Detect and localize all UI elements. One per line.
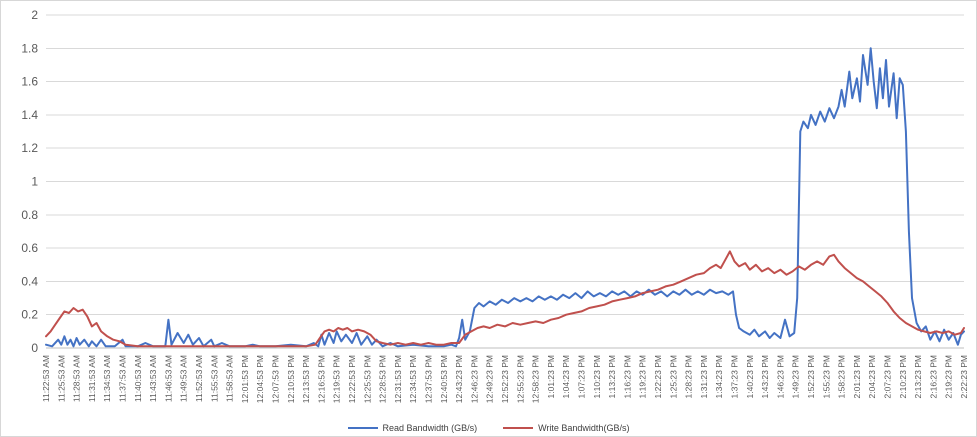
svg-text:0.8: 0.8 — [21, 208, 38, 222]
svg-text:2:07:23 PM: 2:07:23 PM — [883, 355, 893, 398]
svg-text:1:37:23 PM: 1:37:23 PM — [730, 355, 740, 398]
svg-text:12:25:53 PM: 12:25:53 PM — [362, 355, 372, 403]
svg-text:11:34:53 AM: 11:34:53 AM — [102, 355, 112, 402]
svg-text:12:34:53 PM: 12:34:53 PM — [408, 355, 418, 403]
svg-text:2: 2 — [31, 8, 38, 22]
svg-text:0.6: 0.6 — [21, 241, 38, 255]
svg-text:1.4: 1.4 — [21, 108, 38, 122]
svg-text:11:25:53 AM: 11:25:53 AM — [56, 355, 66, 402]
svg-text:12:07:53 PM: 12:07:53 PM — [271, 355, 281, 403]
svg-text:12:22:53 PM: 12:22:53 PM — [347, 355, 357, 403]
svg-text:1:58:23 PM: 1:58:23 PM — [837, 355, 847, 398]
svg-text:1:13:23 PM: 1:13:23 PM — [607, 355, 617, 398]
svg-text:12:10:53 PM: 12:10:53 PM — [286, 355, 296, 403]
svg-text:1:10:23 PM: 1:10:23 PM — [592, 355, 602, 398]
svg-text:1:19:23 PM: 1:19:23 PM — [638, 355, 648, 398]
svg-text:1:52:23 PM: 1:52:23 PM — [806, 355, 816, 398]
legend-label-write: Write Bandwidth(GB/s) — [538, 423, 630, 433]
svg-text:12:19:53 PM: 12:19:53 PM — [332, 355, 342, 403]
svg-text:2:01:23 PM: 2:01:23 PM — [852, 355, 862, 398]
svg-text:11:52:53 AM: 11:52:53 AM — [194, 355, 204, 402]
svg-text:1:01:23 PM: 1:01:23 PM — [546, 355, 556, 398]
svg-text:12:46:23 PM: 12:46:23 PM — [469, 355, 479, 403]
svg-text:12:43:23 PM: 12:43:23 PM — [454, 355, 464, 403]
svg-text:1.2: 1.2 — [21, 141, 38, 155]
svg-text:11:40:53 AM: 11:40:53 AM — [133, 355, 143, 402]
svg-text:1:55:23 PM: 1:55:23 PM — [821, 355, 831, 398]
svg-text:1:07:23 PM: 1:07:23 PM — [577, 355, 587, 398]
svg-text:0.4: 0.4 — [21, 274, 38, 288]
read-series-line — [45, 47, 965, 348]
svg-text:11:37:53 AM: 11:37:53 AM — [118, 355, 128, 402]
y-axis-labels: 0 0.2 0.4 0.6 0.8 1 1.2 1.4 1.6 1.8 2 — [21, 8, 38, 355]
svg-text:1.8: 1.8 — [21, 41, 38, 55]
svg-text:1:25:23 PM: 1:25:23 PM — [668, 355, 678, 398]
svg-text:11:55:53 AM: 11:55:53 AM — [209, 355, 219, 402]
gridlines — [46, 14, 964, 349]
svg-text:11:28:53 AM: 11:28:53 AM — [72, 355, 82, 402]
svg-text:1:34:23 PM: 1:34:23 PM — [714, 355, 724, 398]
svg-text:2:16:23 PM: 2:16:23 PM — [928, 355, 938, 398]
write-series-line — [45, 250, 965, 348]
legend-label-read: Read Bandwidth (GB/s) — [382, 423, 478, 433]
svg-text:11:49:53 AM: 11:49:53 AM — [179, 355, 189, 402]
write-series-swatch — [503, 427, 534, 429]
svg-text:2:04:23 PM: 2:04:23 PM — [867, 355, 877, 398]
svg-text:2:19:23 PM: 2:19:23 PM — [944, 355, 954, 398]
svg-text:12:58:23 PM: 12:58:23 PM — [531, 355, 541, 403]
svg-text:12:52:23 PM: 12:52:23 PM — [500, 355, 510, 403]
svg-text:12:55:23 PM: 12:55:23 PM — [515, 355, 525, 403]
svg-text:1:22:23 PM: 1:22:23 PM — [653, 355, 663, 398]
svg-text:11:58:53 AM: 11:58:53 AM — [225, 355, 235, 402]
svg-text:12:28:53 PM: 12:28:53 PM — [378, 355, 388, 403]
svg-text:11:22:53 AM: 11:22:53 AM — [41, 355, 51, 402]
svg-text:2:10:23 PM: 2:10:23 PM — [898, 355, 908, 398]
svg-text:2:13:23 PM: 2:13:23 PM — [913, 355, 923, 398]
svg-text:12:16:53 PM: 12:16:53 PM — [316, 355, 326, 403]
legend-item-write: Write Bandwidth(GB/s) — [503, 423, 629, 433]
svg-text:11:31:53 AM: 11:31:53 AM — [87, 355, 97, 402]
svg-text:12:13:53 PM: 12:13:53 PM — [301, 355, 311, 403]
svg-text:0.2: 0.2 — [21, 308, 38, 322]
svg-text:1:28:23 PM: 1:28:23 PM — [684, 355, 694, 398]
svg-text:1.6: 1.6 — [21, 75, 38, 89]
svg-text:12:01:53 PM: 12:01:53 PM — [240, 355, 250, 403]
svg-text:0: 0 — [31, 341, 38, 355]
x-axis-labels: 11:22:53 AM 11:25:53 AM 11:28:53 AM 11:31:5… — [41, 355, 969, 403]
svg-text:1:40:23 PM: 1:40:23 PM — [745, 355, 755, 398]
svg-text:1:31:23 PM: 1:31:23 PM — [699, 355, 709, 398]
svg-text:11:46:53 AM: 11:46:53 AM — [163, 355, 173, 402]
svg-text:12:40:53 PM: 12:40:53 PM — [439, 355, 449, 403]
svg-text:1:49:23 PM: 1:49:23 PM — [791, 355, 801, 398]
read-series-swatch — [347, 427, 378, 429]
svg-text:1: 1 — [31, 175, 38, 189]
legend: Read Bandwidth (GB/s) Write Bandwidth(GB… — [1, 423, 976, 433]
svg-text:12:37:53 PM: 12:37:53 PM — [424, 355, 434, 403]
svg-text:12:49:23 PM: 12:49:23 PM — [485, 355, 495, 403]
svg-text:1:04:23 PM: 1:04:23 PM — [561, 355, 571, 398]
svg-text:1:43:23 PM: 1:43:23 PM — [760, 355, 770, 398]
legend-item-read: Read Bandwidth (GB/s) — [347, 423, 478, 433]
svg-text:12:31:53 PM: 12:31:53 PM — [393, 355, 403, 403]
svg-text:11:43:53 AM: 11:43:53 AM — [148, 355, 158, 402]
svg-text:1:46:23 PM: 1:46:23 PM — [775, 355, 785, 398]
svg-text:1:16:23 PM: 1:16:23 PM — [622, 355, 632, 398]
svg-text:12:04:53 PM: 12:04:53 PM — [255, 355, 265, 403]
svg-text:2:22:23 PM: 2:22:23 PM — [959, 355, 969, 398]
